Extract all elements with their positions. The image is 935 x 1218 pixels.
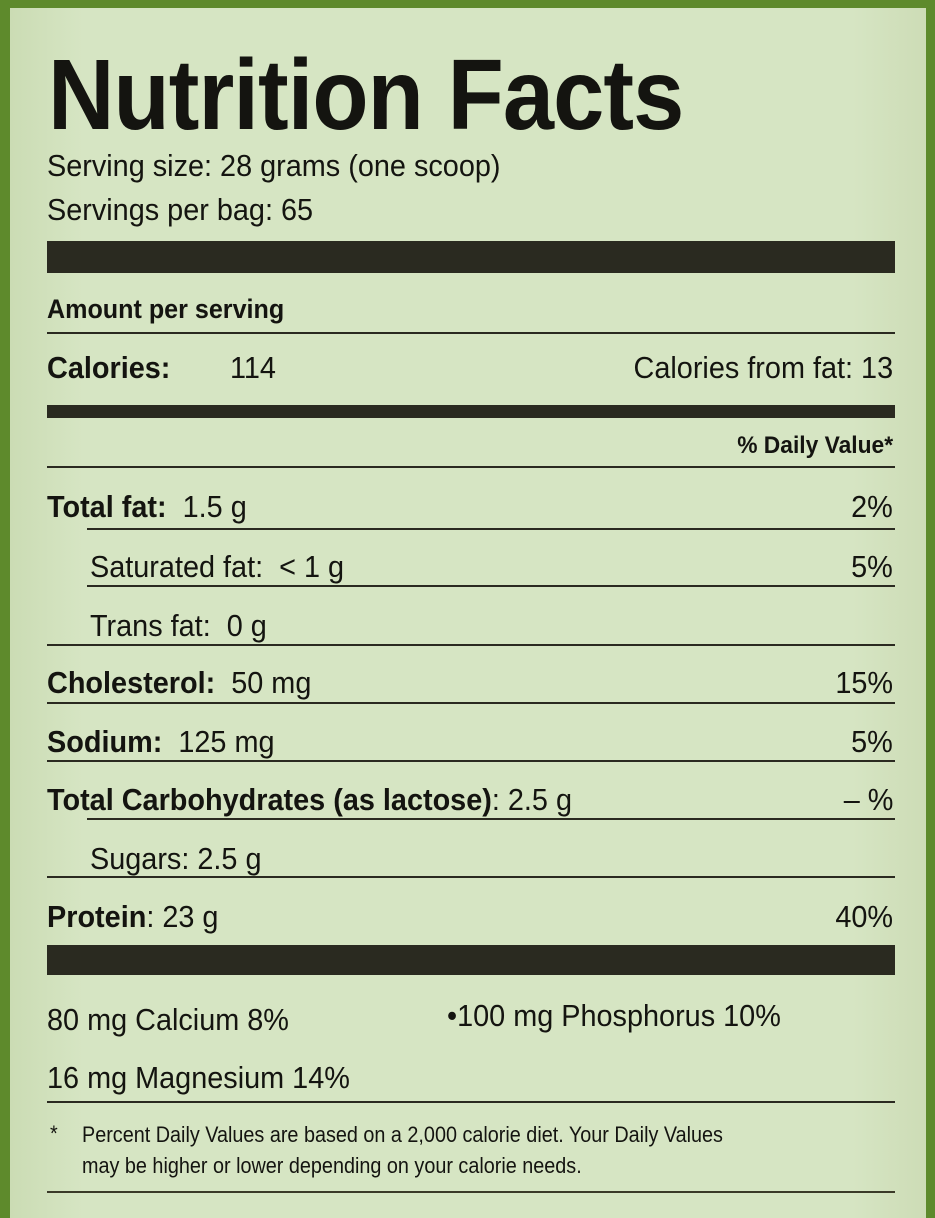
divider bbox=[47, 1191, 895, 1193]
nutrition-label: Nutrition Facts Serving size: 28 grams (… bbox=[10, 8, 926, 1218]
divider bbox=[47, 644, 895, 646]
serving-size: Serving size: 28 grams (one scoop) bbox=[47, 148, 501, 183]
thick-divider bbox=[47, 241, 895, 273]
nutrient-saturated-fat: Saturated fat: < 1 g bbox=[90, 549, 345, 584]
nutrient-sugars: Sugars: 2.5 g bbox=[90, 841, 262, 876]
label-title: Nutrition Facts bbox=[48, 39, 684, 151]
dv-saturated-fat: 5% bbox=[851, 549, 893, 584]
footnote-line-1: Percent Daily Values are based on a 2,00… bbox=[82, 1122, 723, 1147]
daily-value-header: % Daily Value* bbox=[737, 432, 893, 459]
mineral-phosphorus: •100 mg Phosphorus 10% bbox=[447, 998, 781, 1033]
footnote-line-2: may be higher or lower depending on your… bbox=[82, 1153, 582, 1178]
footnote-asterisk: * bbox=[50, 1121, 58, 1146]
divider bbox=[87, 528, 895, 530]
divider bbox=[47, 332, 895, 334]
dv-total-fat: 2% bbox=[851, 489, 893, 524]
divider bbox=[87, 585, 895, 587]
mineral-calcium: 80 mg Calcium 8% bbox=[47, 1002, 289, 1037]
calories-from-fat: Calories from fat: 13 bbox=[633, 350, 893, 385]
divider bbox=[47, 1101, 895, 1103]
nutrient-total-fat: Total fat: 1.5 g bbox=[47, 489, 247, 524]
thick-divider bbox=[47, 945, 895, 975]
divider bbox=[47, 466, 895, 468]
amount-per-serving: Amount per serving bbox=[47, 294, 285, 324]
nutrient-total-carbohydrates: Total Carbohydrates (as lactose): 2.5 g bbox=[47, 782, 573, 817]
nutrient-trans-fat: Trans fat: 0 g bbox=[90, 608, 267, 643]
nutrient-sodium: Sodium: 125 mg bbox=[47, 724, 275, 759]
mineral-magnesium: 16 mg Magnesium 14% bbox=[47, 1060, 350, 1095]
servings-per-bag: Servings per bag: 65 bbox=[47, 192, 314, 227]
dv-protein: 40% bbox=[835, 899, 893, 934]
divider bbox=[47, 702, 895, 704]
nutrient-protein: Protein: 23 g bbox=[47, 899, 219, 934]
divider bbox=[47, 876, 895, 878]
nutrient-cholesterol: Cholesterol: 50 mg bbox=[47, 665, 312, 700]
calories-value: 114 bbox=[230, 350, 276, 385]
medium-divider bbox=[47, 405, 895, 418]
divider bbox=[47, 760, 895, 762]
calories-label: Calories: bbox=[47, 350, 171, 385]
dv-cholesterol: 15% bbox=[835, 665, 893, 700]
dv-sodium: 5% bbox=[851, 724, 893, 759]
dv-total-carbohydrates: – % bbox=[843, 782, 893, 817]
divider bbox=[87, 818, 895, 820]
